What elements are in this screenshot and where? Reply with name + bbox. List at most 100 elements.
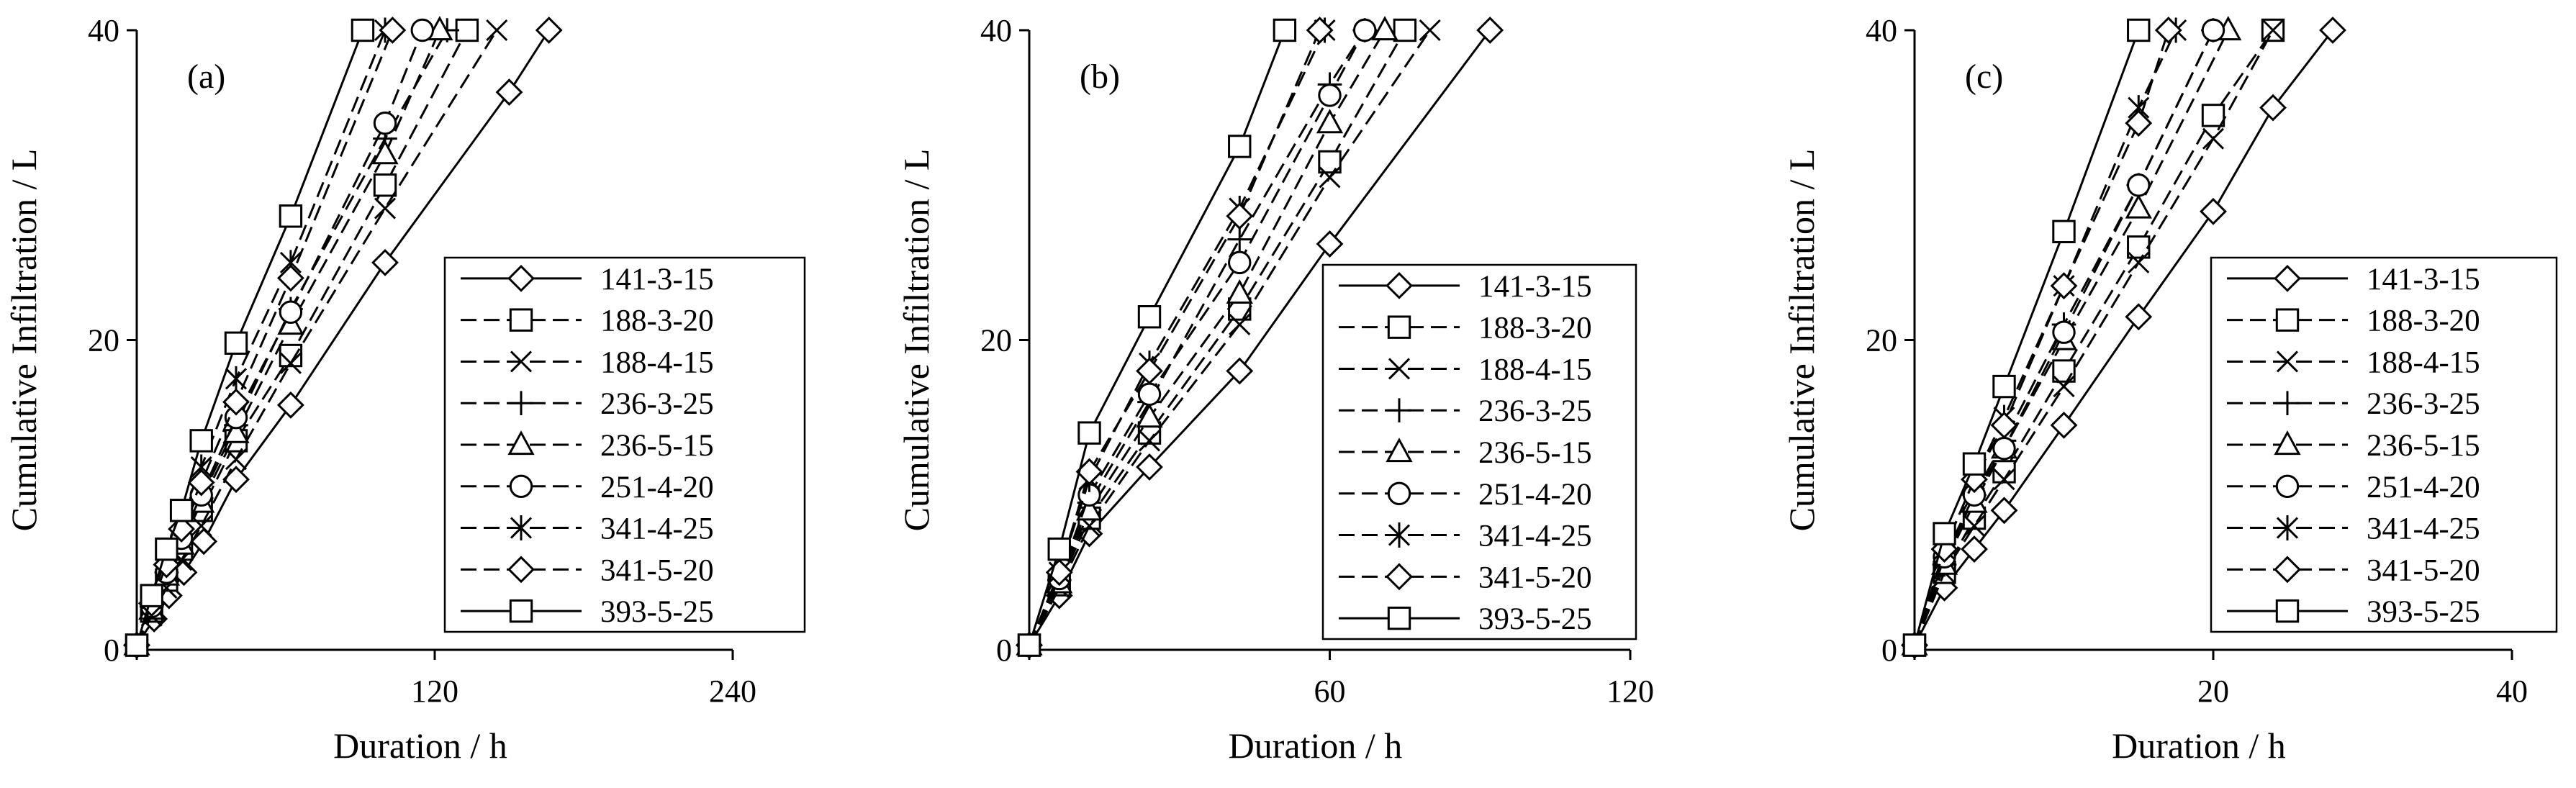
data-point [373,173,397,197]
data-point [276,264,304,292]
legend-marker [2275,474,2300,498]
data-point [1136,453,1163,481]
data-point [2259,94,2287,122]
x-tick-label: 40 [2496,674,2528,709]
legend-marker [1387,315,1411,339]
x-tick-label: 120 [411,674,458,709]
data-point [125,633,149,657]
data-point [373,111,397,135]
legend-entry: 188-3-20 [600,304,714,338]
legend-entry: 341-4-25 [2367,512,2480,546]
data-point [1902,633,1927,657]
data-point [379,17,407,44]
series-line [135,30,498,646]
data-point [2261,19,2284,42]
data-point [2127,173,2151,197]
data-point [371,140,399,165]
data-point [1137,382,1162,407]
legend-entry: 251-4-20 [600,471,714,504]
legend-marker [509,391,533,416]
data-point [2125,194,2152,219]
x-tick-label: 240 [709,674,756,709]
legend-marker [1387,481,1411,505]
data-point [1990,497,2018,525]
data-point [1273,18,1297,42]
legend-entry: 188-4-15 [600,345,714,379]
series-393-5-25 [1017,18,1297,657]
data-point [2202,127,2225,150]
x-tick-label: 60 [1314,674,1346,709]
data-point [2053,376,2075,398]
chart-panel-1: 0 20 40 60 120 Duration / h Cumulative Infiltr… [896,13,1654,766]
y-tick-label: 40 [1866,13,1897,48]
series-line [1913,30,2274,646]
data-point [1318,83,1342,107]
data-point [1017,633,1041,657]
chart-panel-2: 0 20 40 20 40 Duration / h Cumulative Infiltra… [1781,13,2558,766]
data-point [2200,197,2227,225]
legend-marker [1386,438,1413,463]
legend-marker [507,264,535,292]
legend-entry: 251-4-20 [1478,478,1592,512]
legend-box [2210,256,2558,633]
data-point [187,468,215,497]
y-tick-label: 20 [980,323,1012,358]
data-point [279,300,303,324]
data-point [2052,219,2076,244]
chart-panel-0: 0 20 40 120 240 Duration / h Cumulative Infilt… [4,13,806,766]
data-point [222,388,250,416]
data-point [225,448,248,471]
data-point [1228,250,1252,275]
data-point [1992,374,2016,399]
data-point [1136,357,1163,385]
series-188-3-20 [125,18,479,657]
data-point [2052,320,2076,344]
data-point [1961,535,1988,563]
legend-marker [1386,563,1413,591]
data-point [1371,16,1398,41]
legend-marker [509,599,533,623]
data-point [2050,411,2078,439]
series-393-5-25 [125,18,375,657]
data-point [169,499,194,522]
legend-entry: 341-5-20 [1478,561,1592,594]
panel-label: (a) [187,58,225,96]
legend-entry: 393-5-25 [600,595,714,629]
data-point [1045,558,1073,587]
y-tick-label: 40 [88,13,119,48]
data-point [276,391,304,419]
x-axis-title: Duration / h [1229,725,1403,766]
data-point [1227,227,1252,252]
data-point [1228,135,1252,158]
legend-entry: 393-5-25 [1478,602,1592,636]
data-point [1226,279,1253,304]
legend-entry: 236-3-25 [1478,394,1592,428]
series-line [1028,30,1286,646]
data-point [1316,109,1344,134]
legend-entry: 141-3-15 [1478,270,1592,304]
data-point [1138,430,1161,452]
data-point [1316,230,1344,258]
series-341-5-20 [1901,17,2182,659]
legend-entry: 188-3-20 [2367,304,2480,338]
legend-marker [1386,271,1413,299]
series-line [1028,30,1321,646]
data-point [1962,452,1987,476]
y-axis-title: Cumulative Infiltration / L [4,149,44,532]
data-point [1047,537,1071,561]
legend: 141-3-15 188-3-20 188-4-15 236-3-25 236-5-15… [2210,256,2558,633]
legend-marker [510,515,533,541]
legend-marker [2276,350,2299,373]
data-point [535,17,563,44]
legend-marker [2275,308,2300,332]
legend-marker [1387,606,1411,630]
legend-marker [2275,391,2300,416]
legend-marker [507,430,535,456]
data-point [1229,313,1251,336]
legend-marker [2274,430,2301,456]
data-point [2128,251,2150,273]
y-tick-label: 0 [1881,633,1897,668]
legend-marker [1387,398,1411,423]
data-point [1136,403,1163,428]
